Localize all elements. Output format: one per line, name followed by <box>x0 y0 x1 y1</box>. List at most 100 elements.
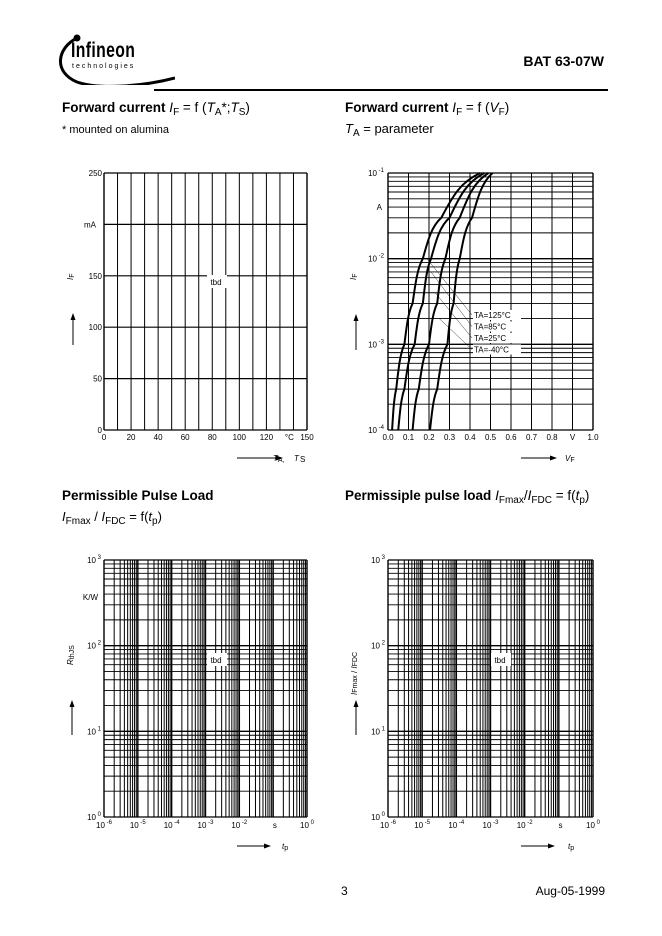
tbd-annotation: tbd <box>210 278 221 287</box>
y-tick-label: 10 -4 <box>368 425 385 435</box>
subscript: p <box>579 495 585 506</box>
chart-thermal-resistance-x-axis-label: tp <box>282 842 288 852</box>
y-axis-label: IFmax / IFDC <box>350 652 359 695</box>
tbd-annotation: tbd <box>494 656 505 665</box>
chart-pulse-load-ratio-y-axis-arrow-head <box>353 700 359 707</box>
x-tick-label: 120 <box>260 433 274 442</box>
legend-label: TA=125°C <box>474 311 511 320</box>
chart-forward-current-vs-temperature: 0 20 40 60 80 100 120 150 °C 0 50 100 150 250 mA <box>84 169 314 442</box>
x-tick-label: 10 -6 <box>96 820 113 830</box>
symbol: I <box>495 488 499 503</box>
leader-line <box>439 318 473 350</box>
y-tick-label: 10 2 <box>371 641 386 651</box>
x-tick-label: 0.3 <box>444 433 456 442</box>
y-unit-label: A <box>377 203 383 212</box>
tbd-annotation: tbd <box>210 656 221 665</box>
symbol: T <box>206 100 215 115</box>
symbol: I <box>452 100 457 115</box>
y-unit-label: mA <box>84 220 97 229</box>
y-axis-arrow-head <box>70 313 76 320</box>
legend-label: TA=25°C <box>474 334 506 343</box>
title-text: Forward current <box>345 100 449 115</box>
x-tick-label: 10 -5 <box>414 820 431 830</box>
parameter-note: TA = parameter <box>345 121 434 139</box>
chart-pulse-load-ratio: 10 -6 10 -5 10 -4 10 -3 10 -2 10 0 s 10 0 10 1 10… <box>371 555 601 830</box>
leader-line <box>426 258 473 316</box>
y-tick-label: 10 2 <box>87 641 102 651</box>
y-tick-label: 10 3 <box>371 555 386 565</box>
page-number: 3 <box>341 884 348 898</box>
formula-text: = f( <box>125 509 149 524</box>
chart-thermal-resistance-y-axis-arrow-head <box>69 700 75 707</box>
x-tick-label: 0.6 <box>505 433 517 442</box>
tbd-background <box>207 275 227 288</box>
x-unit-label: s <box>273 821 277 830</box>
symbol: I <box>101 509 106 524</box>
subscript: A <box>214 107 222 118</box>
y-tick-label: 150 <box>89 272 103 281</box>
chart-thermal-resistance: 10 -6 10 -5 10 -4 10 -3 10 -2 10 0 s 10 0 10 1 10… <box>83 555 315 830</box>
symbol: V <box>489 100 499 115</box>
formula-text: / <box>90 509 102 524</box>
pulse-load-formula: IFmax / IFDC = f(tp) <box>62 509 162 527</box>
y-tick-label: 10 3 <box>87 555 102 565</box>
tbd-background <box>207 653 227 666</box>
x-tick-label: 10 -2 <box>517 820 534 830</box>
y-tick-label: 10 -1 <box>368 168 385 178</box>
formula-text: / <box>523 488 528 503</box>
leader-line <box>430 271 473 327</box>
chart-pulse-load-ratio-x-axis-arrow-head <box>548 843 555 849</box>
formula-text: = f( <box>551 488 576 503</box>
infineon-logo: Infineon technologies <box>55 30 176 88</box>
x-axis-label: VF <box>565 454 575 464</box>
x-unit-label: °C <box>285 433 294 442</box>
section-title-pulse-load: Permissible Pulse Load <box>62 488 214 503</box>
formula-text: = f ( <box>179 100 207 115</box>
y-tick-label: 10 0 <box>87 812 102 822</box>
y-axis-label: IF <box>66 273 76 280</box>
x-tick-label: 0 <box>102 433 107 442</box>
logo-subtext: technologies <box>72 63 136 70</box>
y-axis-arrow-head <box>353 314 359 321</box>
subscript: FDC <box>105 516 126 527</box>
formula-text: ) <box>245 100 250 115</box>
legend-label-bg <box>473 333 521 343</box>
chart-pulse-load-ratio-x-axis-label: tp <box>568 842 574 852</box>
x-tick-label: 10 -2 <box>231 820 248 830</box>
x-tick-label: 10 -6 <box>380 820 397 830</box>
x-axis-label-2: T <box>294 454 300 463</box>
title-text: Forward current <box>62 100 166 115</box>
subscript: F <box>456 107 463 118</box>
legend-label: TA=85°C <box>474 323 506 332</box>
x-unit-label: V <box>570 433 576 442</box>
x-tick-label: 10 -3 <box>483 820 500 830</box>
symbol: T <box>345 121 353 136</box>
legend-label-bg <box>473 321 521 332</box>
section-title-forward-current-voltage: Forward current IF = f (VF) <box>345 100 509 118</box>
x-tick-label: 10 -3 <box>198 820 215 830</box>
section-title-pulse-load-ratio: Permissiple pulse load IFmax/IFDC = f(tp… <box>345 488 589 506</box>
y-tick-label: 50 <box>93 375 102 384</box>
y-tick-label: 100 <box>89 323 103 332</box>
y-axis-label: RthJS <box>66 645 76 665</box>
x-tick-label: 10 -5 <box>130 820 147 830</box>
legend-label: TA=-40°C <box>474 346 509 355</box>
legend-label-bg <box>473 344 521 355</box>
subscript: F <box>498 107 505 118</box>
footer-date: Aug-05-1999 <box>535 884 605 898</box>
logo-text: Infineon <box>71 39 136 62</box>
y-tick-label: 250 <box>89 169 103 178</box>
x-tick-label: 10 -4 <box>164 820 181 830</box>
subscript: F <box>173 107 180 118</box>
x-tick-label: 10 -4 <box>448 820 465 830</box>
part-number: BAT 63-07W <box>523 53 604 69</box>
y-unit-label: K/W <box>83 593 99 602</box>
x-axis-arrow-head <box>550 455 557 461</box>
series-curve-1 <box>397 172 485 431</box>
x-tick-label: 0.5 <box>485 433 497 442</box>
subscript: A <box>352 128 360 139</box>
y-tick-label: 10 -3 <box>368 339 385 349</box>
formula-text: = f ( <box>462 100 490 115</box>
symbol: t <box>148 509 153 524</box>
subscript: Fmax <box>65 516 91 527</box>
